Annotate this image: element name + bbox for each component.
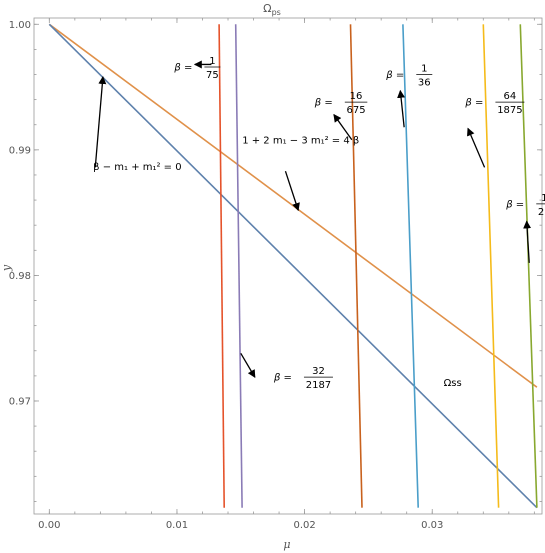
- series-line: [48, 23, 538, 388]
- annotation-label: β − m₁ + m₁² = 0: [93, 162, 181, 173]
- y-tick-label: 1.00: [9, 20, 31, 31]
- series-line: [519, 24, 538, 508]
- fraction-numerator: 1: [421, 64, 427, 75]
- x-tick-label: 0.00: [38, 520, 60, 531]
- fraction-denominator: 675: [347, 105, 366, 116]
- series-line: [402, 24, 419, 508]
- ticks-layer: 0.00 0.01 0.02 0.03 0.97 0.98 0.99 1.00: [9, 18, 542, 531]
- beta-symbol: β =: [505, 199, 524, 210]
- fraction-denominator: 75: [206, 70, 219, 81]
- y-tick-label: 0.99: [9, 145, 31, 156]
- series-layer: [48, 23, 538, 509]
- x-tick-label: 0.03: [421, 520, 443, 531]
- x-tick-label: 0.01: [166, 520, 188, 531]
- x-tick-label: 0.02: [293, 520, 315, 531]
- series-line: [218, 24, 225, 508]
- fraction-denominator: 2187: [306, 380, 331, 391]
- fraction-numerator: 1: [209, 56, 215, 67]
- beta-symbol: β =: [273, 373, 292, 384]
- fraction-denominator: 1875: [497, 105, 522, 116]
- series-line: [482, 24, 500, 508]
- fraction-numerator: 16: [350, 91, 363, 102]
- y-tick-label: 0.98: [9, 271, 31, 282]
- y-axis-title: y: [0, 264, 13, 272]
- plot-frame: [33, 17, 543, 515]
- y-tick-label: 0.97: [9, 396, 31, 407]
- fraction-denominator: 36: [418, 78, 431, 89]
- beta-fraction-label: β = 32 2187: [273, 366, 333, 391]
- series-line: [48, 23, 538, 509]
- beta-fraction-label: β = 16 675: [314, 91, 368, 116]
- beta-fraction-label: β = 64 1875: [464, 91, 525, 116]
- series-line: [234, 24, 243, 508]
- fraction-numerator: 1: [541, 193, 545, 204]
- beta-fraction-label: β = 1 75: [173, 56, 221, 81]
- annotation-label: 1 + 2 m₁ − 3 m₁² = 4 β: [242, 136, 359, 147]
- annotation-arrow: [523, 220, 532, 263]
- x-axis-title: μ: [283, 538, 290, 551]
- annotation-arrow: [94, 76, 107, 168]
- annotation-label: Ωss: [444, 378, 462, 389]
- annotation-arrow: [333, 113, 353, 141]
- annotation-arrow: [397, 89, 406, 128]
- beta-symbol: β =: [314, 98, 333, 109]
- chart-title: Ωps: [263, 2, 281, 17]
- series-line: [349, 24, 363, 508]
- fraction-numerator: 64: [504, 91, 517, 102]
- beta-symbol: β =: [385, 70, 404, 81]
- fraction-numerator: 32: [312, 366, 325, 377]
- annotation-layer: β − m₁ + m₁² = 0 1 + 2 m₁ − 3 m₁² = 4 β Ωs…: [93, 56, 545, 391]
- beta-symbol: β =: [464, 98, 483, 109]
- beta-fraction-label: β = 1 27: [505, 193, 545, 218]
- beta-symbol: β =: [173, 62, 192, 73]
- annotation-arrow: [240, 352, 256, 378]
- annotation-arrow: [467, 127, 486, 168]
- annotation-arrow: [284, 170, 300, 212]
- beta-fraction-label: β = 1 36: [385, 64, 433, 89]
- fraction-denominator: 27: [538, 207, 545, 218]
- plot-border: [33, 17, 543, 515]
